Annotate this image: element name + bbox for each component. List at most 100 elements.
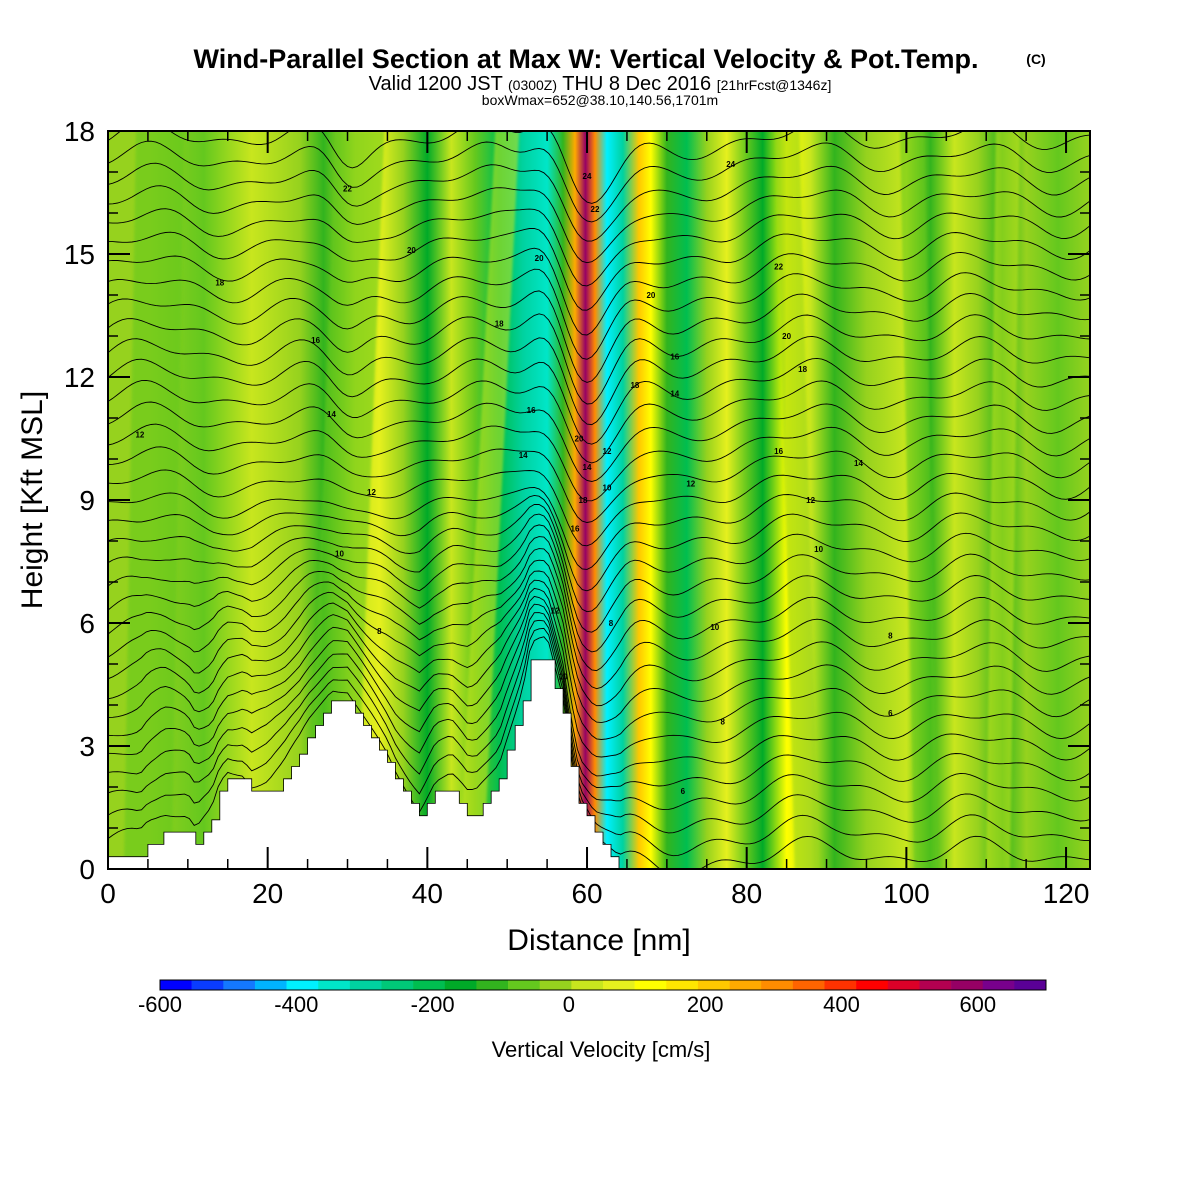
colorbar-labels: -600 -400 -200 0 200 400 600 [138,992,996,1017]
x-tick-label: 100 [883,878,930,909]
colorbar-swatch [223,980,256,990]
colorbar-swatch [982,980,1015,990]
theta-contour [108,587,1090,758]
x-tick-label: 20 [252,878,283,909]
theta-contour-label: 14 [583,463,592,472]
theta-contour-label: 18 [215,279,224,288]
colorbar-title: Vertical Velocity [cm/s] [492,1037,711,1062]
colorbar-swatch [381,980,414,990]
theta-contour-label: 10 [603,484,612,493]
theta-contour [108,494,1090,592]
theta-contour [108,559,1090,707]
theta-contour-label: 20 [407,246,416,255]
y-axis: 0 3 6 9 12 15 18 [64,116,1090,885]
theta-contour-label: 18 [579,496,588,505]
theta-contour [108,513,1090,633]
theta-contour-label: 6 [681,787,686,796]
theta-contour-label: 24 [583,172,592,181]
x-axis-title: Distance [nm] [507,924,690,957]
w-stripe [123,131,184,869]
x-tick-label: 60 [571,878,602,909]
x-tick-label: 80 [731,878,762,909]
colorbar-swatch [761,980,794,990]
colorbar-swatch [444,980,477,990]
chart-title: Wind-Parallel Section at Max W: Vertical… [194,44,979,74]
theta-contour [108,446,1090,523]
theta-contour [108,162,1090,242]
theta-contour [108,548,1090,690]
terrain [108,659,620,869]
theta-contour-label: 22 [774,262,783,271]
colorbar-swatch [286,980,319,990]
theta-contour-label: 20 [535,254,544,263]
theta-contour-label: 12 [367,488,376,497]
colorbar-swatch [476,980,509,990]
y-axis-title: Height [Kft MSL] [16,391,49,609]
theta-contour-label: 22 [343,184,352,193]
x-tick-label: 0 [100,878,116,909]
y-tick-label: 18 [64,116,95,147]
x-tick-label: 120 [1043,878,1090,909]
theta-contour-label: 10 [335,549,344,558]
colorbar [159,979,1047,991]
y-tick-label: 6 [79,608,95,639]
colorbar-swatch [951,980,984,990]
y-tick-label: 3 [79,731,95,762]
plot-area: 22 20 18 16 14 12 12 10 8 18 20 16 14 12 10 24 22 20 14 18 1… [108,131,1090,869]
colorbar-swatch [318,980,351,990]
theta-contour-label: 16 [670,353,679,362]
theta-contour-label: 10 [559,672,568,681]
colorbar-swatch [1014,980,1047,990]
theta-contour-label: 12 [135,430,144,439]
theta-contour-label: 18 [495,320,504,329]
chart-subtitle-2: boxWmax=652@38.10,140.56,1701m [482,92,718,108]
theta-contour-label: 20 [575,435,584,444]
theta-contour [108,627,1090,857]
theta-contour-label: 12 [806,496,815,505]
theta-contour [108,579,1090,740]
theta-contour-label: 10 [710,623,719,632]
colorbar-tick-label: -600 [138,992,182,1017]
theta-contour [108,335,1090,426]
colorbar-swatch [349,980,382,990]
theta-contour [108,268,1090,360]
colorbar-swatch [571,980,604,990]
theta-contour-label: 16 [311,336,320,345]
theta-contour-label: 16 [571,525,580,534]
theta-contour [108,619,1090,834]
theta-contour-label: 8 [609,619,614,628]
colorbar-outline [159,979,1047,991]
theta-contour [108,208,1090,287]
colorbar-swatch [666,980,699,990]
w-stripe [899,131,939,869]
theta-contour-label: 24 [726,160,735,169]
theta-contour-label: 8 [720,717,725,726]
theta-contour-label: 14 [327,410,336,419]
theta-contour-label: 14 [670,389,679,398]
colorbar-tick-label: 400 [823,992,860,1017]
theta-contour [108,570,1090,724]
theta-contour [108,612,1090,811]
x-axis: 0 20 40 60 80 100 120 [100,131,1089,909]
colorbar-swatch [856,980,889,990]
theta-contour-label: 12 [603,447,612,456]
theta-contour-label: 20 [782,332,791,341]
theta-contour-label: 22 [591,205,600,214]
theta-contour [108,290,1090,383]
colorbar-swatch [729,980,762,990]
theta-contour [108,524,1090,653]
theta-contour-label: 6 [888,709,893,718]
colorbar-tick-label: 200 [687,992,724,1017]
theta-contour [108,140,1090,223]
colorbar-swatch [191,980,224,990]
colorbar-swatch [824,980,857,990]
y-tick-label: 0 [79,854,95,885]
colorbar-swatch [508,980,541,990]
theta-contour [108,536,1090,672]
y-tick-label: 15 [64,239,95,270]
theta-contour [108,469,1090,547]
colorbar-swatch [160,980,192,990]
theta-contour-label: 12 [686,480,695,489]
theta-contour-label: 12 [551,607,560,616]
theta-contour-label: 20 [646,291,655,300]
